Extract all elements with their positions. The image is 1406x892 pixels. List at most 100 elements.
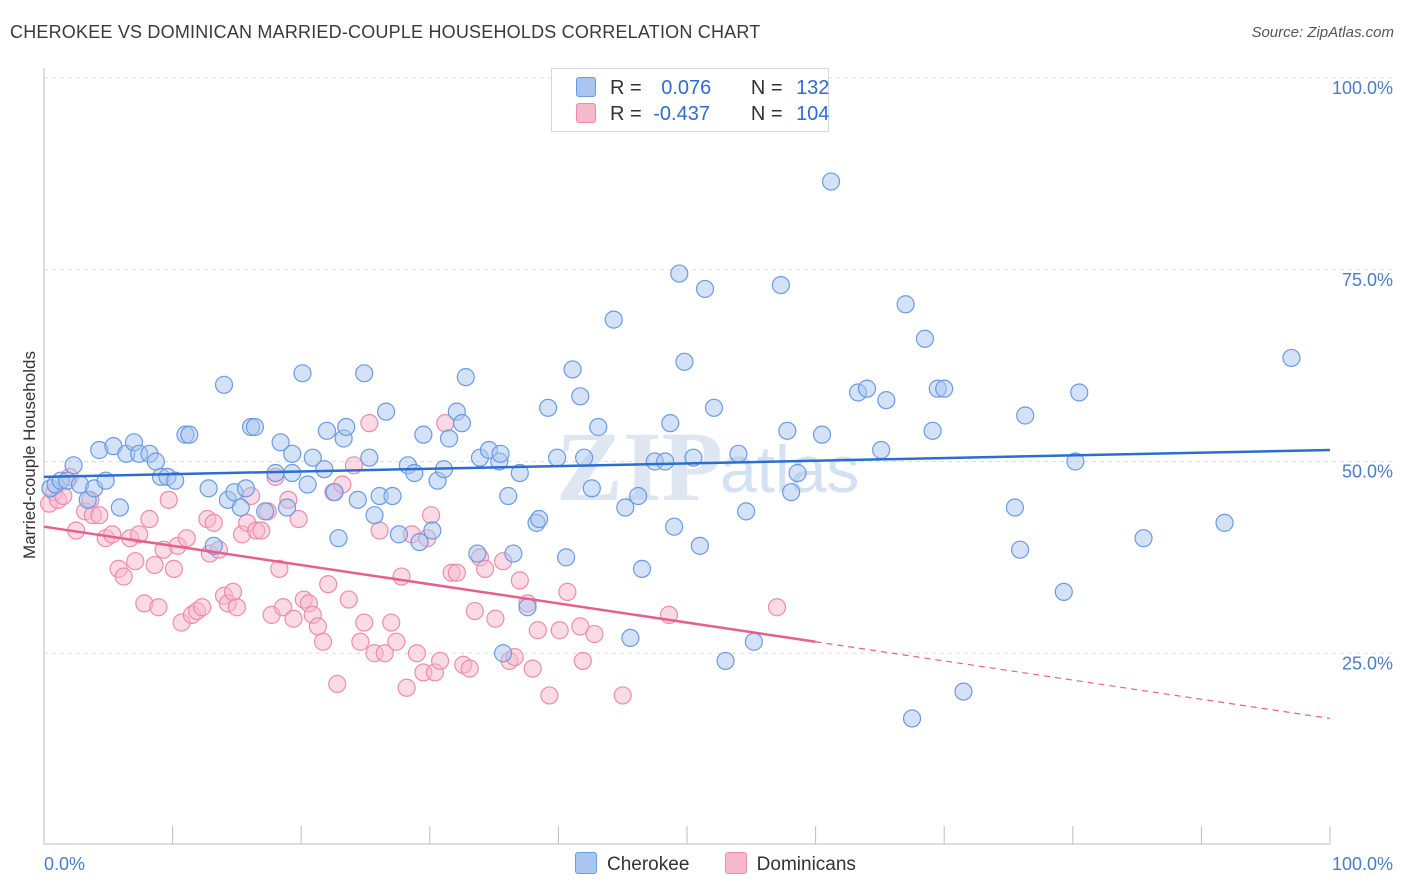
- legend-n-label: N =: [750, 77, 783, 99]
- dominican-point: [313, 632, 333, 651]
- dominican-point: [284, 609, 303, 628]
- cherokee-point: [923, 421, 942, 440]
- cherokee-trend-line: [43, 448, 1331, 479]
- dominican-point: [558, 582, 577, 601]
- dominican-point: [149, 598, 168, 617]
- cherokee-point: [744, 632, 763, 651]
- cherokee-point: [491, 444, 510, 463]
- cherokee-point: [915, 329, 935, 348]
- y-axis-label: Married-couple Households: [20, 351, 39, 559]
- cherokee-point: [456, 368, 475, 387]
- cherokee-point: [771, 275, 790, 295]
- series-legend: Cherokee Dominicans: [575, 852, 886, 876]
- cherokee-point: [896, 295, 915, 314]
- dominicans-trend-extension: [815, 641, 1331, 720]
- cherokee-point: [271, 433, 290, 452]
- cherokee-point: [389, 525, 409, 544]
- legend-n-label: N =: [750, 103, 783, 125]
- dominican-point: [475, 559, 495, 578]
- cherokee-point: [575, 448, 594, 467]
- cherokee-point: [661, 414, 680, 433]
- cherokee-point: [337, 417, 356, 437]
- cherokee-point: [1215, 513, 1234, 532]
- legend-n-value: 104: [796, 103, 830, 125]
- cherokee-point: [376, 402, 396, 421]
- cherokee-point: [589, 417, 608, 437]
- cherokee-point: [821, 172, 841, 191]
- dominican-point: [523, 659, 542, 678]
- cherokee-point: [494, 644, 513, 663]
- dominican-point: [585, 624, 604, 644]
- cherokee-point: [1016, 406, 1035, 425]
- legend-r-value: -0.437: [653, 103, 710, 125]
- dominican-point: [308, 617, 328, 636]
- dominican-point: [164, 559, 183, 578]
- dominican-point: [204, 513, 223, 532]
- cherokee-point: [954, 682, 973, 701]
- y-tick-label: 100.0%: [1332, 78, 1393, 98]
- dominican-point: [387, 632, 406, 651]
- legend-swatch-cherokee: [576, 77, 596, 97]
- cherokee-point: [110, 498, 129, 517]
- legend-r-value: 0.076: [661, 77, 712, 99]
- dominican-point: [328, 674, 347, 694]
- dominican-point: [613, 686, 632, 705]
- cherokee-point: [298, 475, 317, 494]
- dominican-point: [103, 525, 122, 544]
- cherokee-point: [146, 452, 165, 471]
- cherokee-point: [812, 425, 832, 444]
- cherokee-point: [1282, 348, 1301, 368]
- dominican-point: [145, 555, 164, 575]
- cherokee-point: [348, 490, 367, 509]
- dominican-point: [382, 613, 401, 632]
- chart-title: CHEROKEE VS DOMINICAN MARRIED-COUPLE HOU…: [10, 22, 761, 42]
- cherokee-point: [729, 444, 748, 463]
- cherokee-point: [410, 532, 429, 552]
- x-tick-label: 100.0%: [1332, 854, 1393, 874]
- cherokee-point: [423, 521, 442, 540]
- cherokee-point: [935, 379, 954, 398]
- dominican-point: [397, 678, 416, 697]
- y-tick-label: 75.0%: [1342, 270, 1393, 290]
- dominican-point: [193, 598, 212, 617]
- cherokee-point: [695, 279, 715, 299]
- cherokee-point: [632, 559, 652, 578]
- dominican-point: [407, 644, 427, 663]
- cherokee-point: [604, 310, 623, 329]
- dominican-point: [355, 613, 374, 632]
- cherokee-point: [1005, 498, 1025, 517]
- legend-n-value: 132: [796, 77, 830, 99]
- dominican-point: [540, 686, 559, 705]
- cherokee-point: [778, 421, 797, 440]
- cherokee-point: [690, 536, 709, 555]
- cherokee-point: [788, 463, 807, 483]
- dominican-point: [767, 598, 787, 617]
- cherokee-point: [452, 414, 472, 433]
- trend-lines: [43, 448, 1331, 720]
- cherokee-point: [414, 425, 433, 444]
- dominican-point: [140, 509, 159, 529]
- cherokee-point: [548, 448, 567, 467]
- cherokee-point: [360, 448, 379, 467]
- cherokee-point: [1070, 383, 1089, 402]
- cherokee-point: [325, 483, 344, 502]
- cherokee-point: [518, 598, 537, 617]
- cherokee-point: [563, 360, 582, 379]
- cherokee-point: [621, 628, 640, 648]
- cherokee-point: [365, 506, 384, 525]
- dominican-point: [465, 601, 484, 621]
- dominican-point: [227, 598, 246, 617]
- dominican-point: [289, 509, 308, 529]
- cherokee-point: [317, 421, 337, 440]
- dominican-point: [460, 659, 479, 678]
- cherokee-point: [782, 483, 801, 502]
- dominican-point: [528, 621, 547, 640]
- dominican-point: [392, 567, 411, 586]
- dominican-point: [130, 525, 149, 544]
- cherokee-point: [1054, 582, 1073, 601]
- cherokee-point: [1134, 529, 1153, 548]
- cherokee-point: [902, 709, 922, 728]
- cherokee-point: [665, 517, 684, 536]
- dominican-point: [319, 575, 338, 594]
